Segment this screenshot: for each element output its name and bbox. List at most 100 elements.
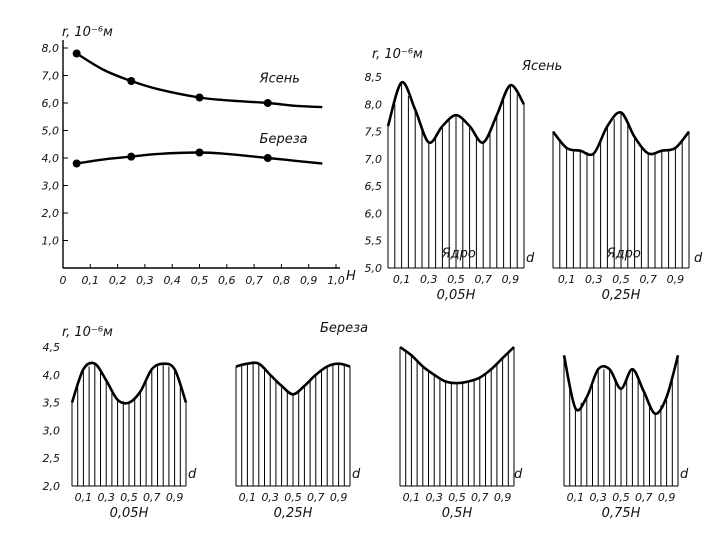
- birch-panel-3-x-tick-label: 0,3: [425, 491, 443, 504]
- birch-panel-4-x-tick-label: 0,9: [658, 491, 676, 504]
- birch-y-tick-label: 4,5: [43, 341, 61, 354]
- main-x-tick-label: 0,3: [136, 274, 154, 287]
- birch-panel-4-curve: [562, 354, 680, 416]
- main-x-tick-label: 0: [60, 274, 67, 287]
- main-x-tick-label: 0,5: [191, 274, 209, 287]
- main-data-point: [127, 152, 136, 161]
- ash-panel-1-x-tick-label: 0,9: [502, 273, 520, 286]
- birch-panel-3-x-tick-label: 0,5: [448, 491, 466, 504]
- birch-panel-4-x-tick-label: 0,3: [589, 491, 607, 504]
- birch-y-label: r, 10⁻⁶м: [62, 325, 113, 340]
- birch-panel-3-x-tick-label: 0,1: [403, 491, 421, 504]
- birch-panel-2-curve: [235, 361, 351, 396]
- birch-panel-2-x-tick-label: 0,7: [307, 491, 325, 504]
- main-x-tick-label: 0,1: [82, 274, 100, 287]
- ash-panel-1-x-tick-label: 0,1: [393, 273, 411, 286]
- birch-panel-3-caption: 0,5H: [442, 506, 473, 521]
- ash-panel-1-x-tick-label: 0,5: [447, 273, 465, 286]
- ash-panel-2-x-tick-label: 0,3: [585, 273, 603, 286]
- birch-y-tick-label: 4,0: [43, 369, 61, 382]
- ash-panel-1-caption: 0,05H: [437, 288, 476, 303]
- main-y-tick-label: 8,0: [42, 42, 60, 55]
- birch-panel-2-x-tick-label: 0,1: [239, 491, 257, 504]
- birch-d-label-4: d: [680, 467, 689, 482]
- ash-y-tick-label: 7,5: [365, 126, 383, 139]
- ash-panel-2-x-tick-label: 0,7: [639, 273, 657, 286]
- birch-panel-1-x-tick-label: 0,1: [75, 491, 93, 504]
- ash-panel-1-x-tick-label: 0,7: [474, 273, 492, 286]
- main-series-label: Ясень: [259, 71, 300, 86]
- ash-panel-2-inner-label: Ядро: [606, 246, 641, 261]
- ash-d-label-2: d: [694, 251, 703, 266]
- ash-y-tick-label: 5,5: [365, 235, 383, 248]
- main-data-point: [263, 99, 272, 107]
- birch-panel-4-x-tick-label: 0,7: [635, 491, 653, 504]
- birch-panel-4-caption: 0,75H: [602, 506, 641, 521]
- birch-panel-3-curve: [399, 345, 515, 385]
- birch-y-tick-label: 2,0: [43, 480, 61, 493]
- ash-y-tick-label: 7,0: [365, 153, 383, 166]
- main-x-label: H: [346, 269, 356, 284]
- main-y-tick-label: 4,0: [42, 152, 60, 165]
- ash-d-label-1: d: [526, 251, 535, 266]
- main-y-label: r, 10⁻⁶м: [62, 25, 113, 40]
- birch-panel-3-x-tick-label: 0,7: [471, 491, 489, 504]
- main-y-tick-label: 7,0: [42, 70, 60, 83]
- main-y-tick-label: 3,0: [42, 180, 60, 193]
- ash-title: Ясень: [521, 59, 562, 74]
- birch-panel-2-caption: 0,25H: [274, 506, 313, 521]
- birch-panel-1-x-tick-label: 0,5: [120, 491, 138, 504]
- birch-panel-2-x-tick-label: 0,9: [330, 491, 348, 504]
- ash-panel-2-x-tick-label: 0,9: [667, 273, 685, 286]
- ash-panel-1-curve: [386, 81, 526, 145]
- birch-panel-1-x-tick-label: 0,7: [143, 491, 161, 504]
- ash-y-tick-label: 8,0: [365, 98, 383, 111]
- birch-y-tick-label: 2,5: [43, 452, 61, 465]
- main-x-tick-label: 0,6: [218, 274, 236, 287]
- main-y-tick-label: 5,0: [42, 125, 60, 138]
- birch-panel-2-x-tick-label: 0,5: [284, 491, 302, 504]
- birch-y-tick-label: 3,0: [43, 424, 61, 437]
- main-x-tick-label: 1,0: [327, 274, 345, 287]
- ash-panel-2-curve: [551, 110, 691, 157]
- birch-panel-3-x-tick-label: 0,9: [494, 491, 512, 504]
- ash-y-tick-label: 6,5: [365, 180, 383, 193]
- ash-y-label: r, 10⁻⁶м: [372, 47, 423, 62]
- birch-panel-1-x-tick-label: 0,9: [166, 491, 184, 504]
- main-y-tick-label: 2,0: [42, 207, 60, 220]
- ash-y-tick-label: 6,0: [365, 207, 383, 220]
- birch-panel-1-x-tick-label: 0,3: [97, 491, 115, 504]
- main-x-tick-label: 0,9: [300, 274, 318, 287]
- main-y-tick-label: 6,0: [42, 97, 60, 110]
- ash-panel-1-inner-label: Ядро: [441, 246, 476, 261]
- main-x-tick-label: 0,8: [273, 274, 291, 287]
- birch-panel-4-x-tick-label: 0,1: [567, 491, 585, 504]
- main-x-tick-label: 0,4: [163, 274, 181, 287]
- ash-panel-1-x-tick-label: 0,3: [420, 273, 438, 286]
- birch-panel-1-caption: 0,05H: [110, 506, 149, 521]
- main-y-tick-label: 1,0: [42, 235, 60, 248]
- birch-y-tick-label: 3,5: [43, 397, 61, 410]
- main-x-tick-label: 0,2: [109, 274, 127, 287]
- main-data-point: [263, 154, 272, 162]
- birch-panel-4-x-tick-label: 0,5: [612, 491, 630, 504]
- main-data-point: [127, 77, 136, 85]
- ash-panel-2-x-tick-label: 0,5: [612, 273, 630, 286]
- ash-y-tick-label: 8,5: [365, 71, 383, 84]
- main-data-point: [195, 148, 204, 157]
- birch-title: Береза: [320, 321, 368, 336]
- main-data-point: [195, 93, 204, 102]
- main-x-tick-label: 0,7: [245, 274, 263, 287]
- birch-panel-2-x-tick-label: 0,3: [261, 491, 279, 504]
- ash-y-tick-label: 5,0: [365, 262, 383, 275]
- birch-d-label-1: d: [188, 467, 197, 482]
- main-data-point: [72, 159, 81, 168]
- main-series-label: Береза: [260, 132, 308, 147]
- ash-panel-2-x-tick-label: 0,1: [558, 273, 576, 286]
- birch-d-label-3: d: [514, 467, 523, 482]
- main-data-point: [72, 49, 81, 58]
- birch-d-label-2: d: [352, 467, 361, 482]
- ash-panel-2-caption: 0,25H: [602, 288, 641, 303]
- birch-panel-1-curve: [70, 361, 188, 405]
